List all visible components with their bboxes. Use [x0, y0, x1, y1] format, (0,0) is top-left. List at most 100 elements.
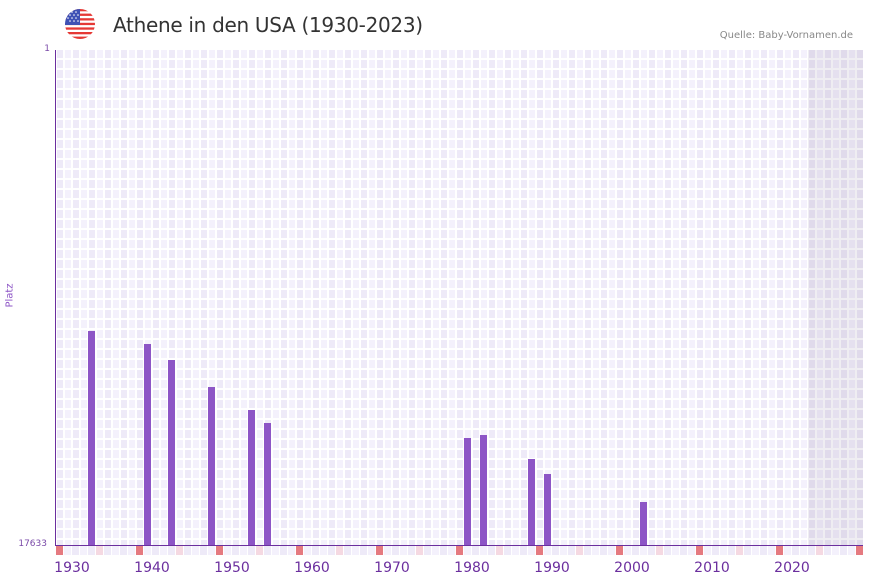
grid-column — [833, 50, 839, 545]
year-marker — [672, 546, 679, 555]
year-marker — [736, 546, 743, 555]
year-marker — [336, 546, 343, 555]
grid-column — [809, 50, 815, 545]
year-marker — [504, 546, 511, 555]
bar-1932[interactable] — [88, 331, 95, 545]
grid-column — [553, 50, 559, 545]
y-tick-top: 1 — [44, 44, 50, 54]
bar-1939[interactable] — [144, 344, 151, 545]
grid-column — [465, 50, 471, 545]
year-marker — [384, 546, 391, 555]
grid-row-gap — [56, 408, 863, 410]
grid-column — [369, 50, 375, 545]
grid-column — [769, 50, 775, 545]
grid-column — [249, 50, 255, 545]
grid-row-gap — [56, 78, 863, 80]
grid-column — [345, 50, 351, 545]
grid-column — [721, 50, 727, 545]
grid-column — [305, 50, 311, 545]
grid-row-gap — [56, 198, 863, 200]
year-marker — [576, 546, 583, 555]
bar-1979[interactable] — [464, 438, 471, 545]
year-marker — [472, 546, 479, 555]
x-tick-label: 2010 — [694, 560, 730, 576]
bar-1947[interactable] — [208, 387, 215, 545]
year-marker — [304, 546, 311, 555]
grid-row-gap — [56, 258, 863, 260]
year-marker — [480, 546, 487, 555]
year-marker — [272, 546, 279, 555]
bar-1954[interactable] — [264, 423, 271, 545]
grid-column — [801, 50, 807, 545]
grid-column — [673, 50, 679, 545]
grid-column — [745, 50, 751, 545]
bar-1989[interactable] — [544, 474, 551, 545]
grid-column — [329, 50, 335, 545]
grid-column — [561, 50, 567, 545]
year-marker — [784, 546, 791, 555]
grid-column — [113, 50, 119, 545]
year-marker — [432, 546, 439, 555]
grid-column — [617, 50, 623, 545]
grid-column — [729, 50, 735, 545]
year-marker — [352, 546, 359, 555]
grid-column — [737, 50, 743, 545]
grid-column — [665, 50, 671, 545]
grid-column — [273, 50, 279, 545]
grid-column — [793, 50, 799, 545]
grid-column — [201, 50, 207, 545]
grid-column — [401, 50, 407, 545]
grid-column — [233, 50, 239, 545]
grid-column — [297, 50, 303, 545]
grid-column — [89, 50, 95, 545]
grid-row-gap — [56, 148, 863, 150]
year-marker — [688, 546, 695, 555]
year-marker — [408, 546, 415, 555]
year-marker — [616, 546, 623, 555]
year-marker — [768, 546, 775, 555]
year-marker — [264, 546, 271, 555]
grid-row-gap — [56, 508, 863, 510]
grid-column — [577, 50, 583, 545]
grid-column — [121, 50, 127, 545]
grid-column — [137, 50, 143, 545]
grid-row-gap — [56, 298, 863, 300]
bar-1952[interactable] — [248, 410, 255, 545]
grid-column — [377, 50, 383, 545]
year-marker — [88, 546, 95, 555]
year-marker — [248, 546, 255, 555]
bar-2001[interactable] — [640, 502, 647, 545]
bar-1987[interactable] — [528, 459, 535, 545]
grid-column — [817, 50, 823, 545]
grid-column — [841, 50, 847, 545]
year-marker — [624, 546, 631, 555]
grid-column — [857, 50, 863, 545]
grid-column — [257, 50, 263, 545]
grid-column — [433, 50, 439, 545]
year-marker — [752, 546, 759, 555]
grid-column — [513, 50, 519, 545]
grid-column — [649, 50, 655, 545]
grid-column — [521, 50, 527, 545]
grid-row-gap — [56, 428, 863, 430]
grid-column — [481, 50, 487, 545]
grid-column — [457, 50, 463, 545]
bar-1942[interactable] — [168, 360, 175, 545]
x-tick-label: 1970 — [374, 560, 410, 576]
bar-1981[interactable] — [480, 435, 487, 545]
grid-row-gap — [56, 108, 863, 110]
grid-row-gap — [56, 58, 863, 60]
grid-column — [409, 50, 415, 545]
grid-row-gap — [56, 528, 863, 530]
year-marker — [152, 546, 159, 555]
year-marker — [232, 546, 239, 555]
year-marker — [680, 546, 687, 555]
grid-row-gap — [56, 378, 863, 380]
year-marker — [328, 546, 335, 555]
grid-column — [753, 50, 759, 545]
grid-row-gap — [56, 288, 863, 290]
grid-column — [689, 50, 695, 545]
grid-column — [81, 50, 87, 545]
grid-row-gap — [56, 158, 863, 160]
year-marker — [760, 546, 767, 555]
